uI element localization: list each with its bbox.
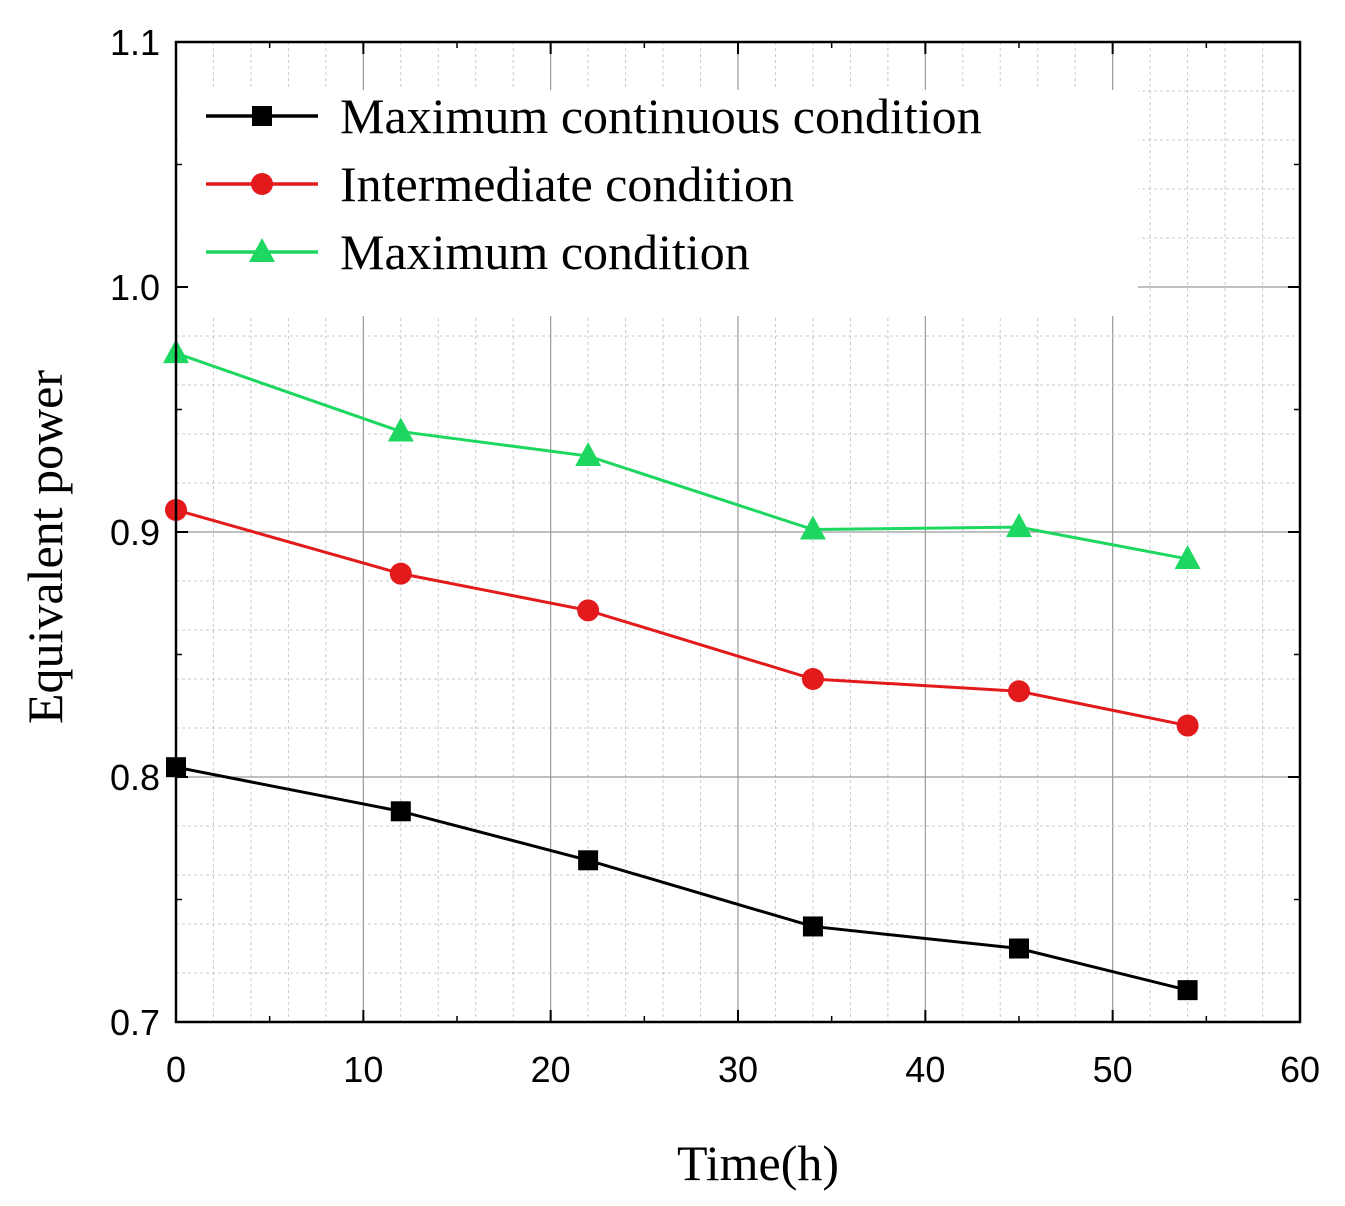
data-point — [1008, 680, 1030, 703]
legend-entry: Intermediate condition — [206, 156, 794, 212]
data-point — [387, 417, 414, 442]
y-tick-label: 1.0 — [110, 267, 160, 308]
data-point — [575, 442, 602, 467]
x-tick-label: 30 — [718, 1049, 758, 1090]
x-tick-label: 0 — [166, 1049, 186, 1090]
series-line — [175, 765, 1188, 992]
data-point — [1174, 544, 1201, 569]
x-tick-label: 10 — [343, 1049, 383, 1090]
y-tick-label: 0.7 — [110, 1002, 160, 1043]
series-2 — [163, 339, 1201, 569]
x-tick-label: 50 — [1093, 1049, 1133, 1090]
data-point — [389, 562, 412, 585]
series-line — [175, 351, 1188, 561]
y-tick-label: 1.1 — [110, 22, 160, 63]
data-point — [577, 599, 600, 622]
data-point — [390, 801, 411, 822]
data-point — [1009, 938, 1029, 959]
legend-entry: Maximum continuous condition — [206, 88, 982, 144]
y-axis-title: Equivalent power — [17, 370, 73, 724]
x-tick-label: 20 — [531, 1049, 571, 1090]
series-1 — [165, 498, 1199, 737]
legend-entry: Maximum condition — [206, 224, 750, 280]
data-point — [578, 850, 599, 871]
series-0 — [166, 757, 1198, 1001]
axis-ticks: 0 10 20 30 40 50 60 0.7 0.8 0.9 1.0 1.1 — [110, 22, 1320, 1090]
legend-label: Maximum continuous condition — [340, 88, 982, 144]
legend-marker — [251, 173, 273, 195]
data-point — [1177, 980, 1198, 1001]
data-point — [801, 668, 824, 690]
legend: Maximum continuous condition Intermediate… — [206, 88, 982, 280]
y-tick-label: 0.8 — [110, 757, 160, 798]
legend-marker — [249, 238, 275, 262]
series-layer — [163, 339, 1201, 1001]
data-point — [802, 916, 823, 937]
legend-background — [178, 90, 1138, 316]
data-point — [1176, 714, 1199, 737]
series-line — [175, 508, 1188, 728]
data-point — [1006, 513, 1032, 538]
legend-label: Maximum condition — [340, 224, 750, 280]
data-point — [799, 515, 826, 540]
legend-marker — [252, 106, 272, 126]
x-axis-title: Time(h) — [677, 1135, 839, 1191]
x-tick-label: 40 — [905, 1049, 945, 1090]
legend-label: Intermediate condition — [340, 156, 794, 212]
x-tick-label: 60 — [1280, 1049, 1320, 1090]
y-tick-label: 0.9 — [110, 512, 160, 553]
